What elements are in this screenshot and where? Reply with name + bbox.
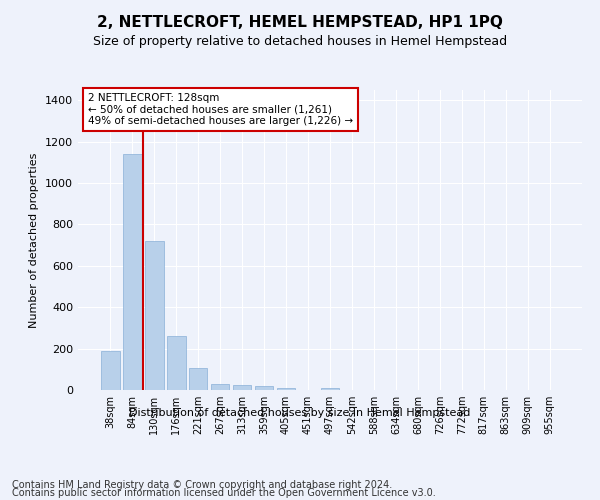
Text: Contains public sector information licensed under the Open Government Licence v3: Contains public sector information licen… <box>12 488 436 498</box>
Bar <box>320 388 340 390</box>
Text: Contains HM Land Registry data © Crown copyright and database right 2024.: Contains HM Land Registry data © Crown c… <box>12 480 392 490</box>
Bar <box>101 350 119 390</box>
Text: 2, NETTLECROFT, HEMEL HEMPSTEAD, HP1 1PQ: 2, NETTLECROFT, HEMEL HEMPSTEAD, HP1 1PQ <box>97 15 503 30</box>
Bar <box>123 154 142 390</box>
Bar <box>255 386 274 390</box>
Bar <box>145 241 164 390</box>
Text: Distribution of detached houses by size in Hemel Hempstead: Distribution of detached houses by size … <box>130 408 470 418</box>
Text: Size of property relative to detached houses in Hemel Hempstead: Size of property relative to detached ho… <box>93 35 507 48</box>
Text: 2 NETTLECROFT: 128sqm
← 50% of detached houses are smaller (1,261)
49% of semi-d: 2 NETTLECROFT: 128sqm ← 50% of detached … <box>88 93 353 126</box>
Y-axis label: Number of detached properties: Number of detached properties <box>29 152 40 328</box>
Bar <box>211 384 229 390</box>
Bar <box>277 388 295 390</box>
Bar <box>189 368 208 390</box>
Bar <box>167 336 185 390</box>
Bar <box>233 385 251 390</box>
